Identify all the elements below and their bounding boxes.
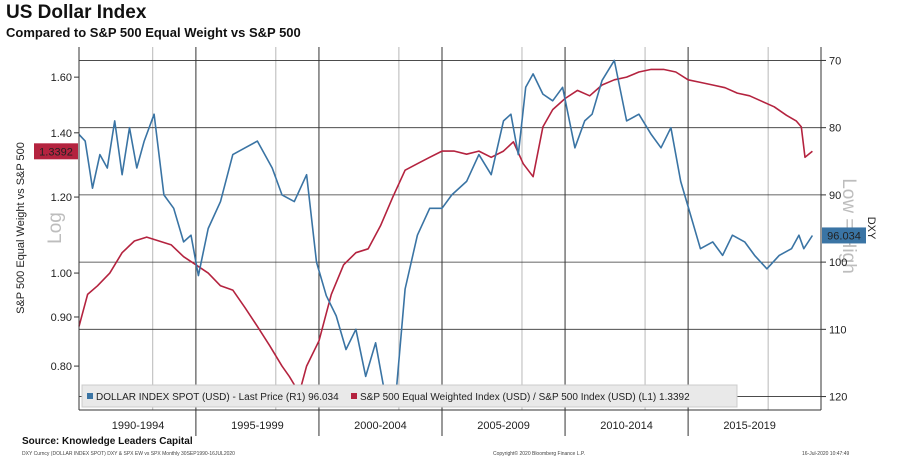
left-tick-label-1.00: 1.00 (51, 268, 72, 280)
legend-entry-ew: S&P 500 Equal Weighted Index (USD) / S&P… (360, 392, 690, 403)
category-label-2000-2004: 2000-2004 (354, 420, 407, 432)
right-tick-label-100: 100 (829, 257, 847, 269)
low-high-watermark: Low = High (838, 178, 859, 274)
right-tick-label-90: 90 (829, 190, 841, 202)
left-tick-label-1.60: 1.60 (51, 72, 72, 84)
left-last-value-badge (34, 143, 78, 160)
right-tick-label-70: 70 (829, 55, 841, 67)
chart-title: US Dollar Index (6, 2, 147, 23)
category-label-2005-2009: 2005-2009 (477, 420, 530, 432)
right-tick-label-80: 80 (829, 123, 841, 135)
category-label-1995-1999: 1995-1999 (231, 420, 284, 432)
legend: DOLLAR INDEX SPOT (USD) - Last Price (R1… (81, 384, 738, 408)
footer-timestamp: 16-Jul-2020 10:47:49 (802, 451, 850, 457)
legend-entry-dxy: DOLLAR INDEX SPOT (USD) - Last Price (R1… (96, 392, 339, 403)
watermarks: Log Low = High (45, 178, 859, 274)
right-last-value-badge (822, 227, 866, 244)
grid (79, 47, 821, 436)
left-tick-label-1.40: 1.40 (51, 128, 72, 140)
left-tick-label-0.80: 0.80 (51, 361, 72, 373)
axes: 70 80 90 100 110 120 0.80 0.90 1.00 1.20 1.40 1.60 (51, 47, 847, 411)
legend-box (81, 384, 738, 408)
right-tick-label-120: 120 (829, 392, 847, 404)
right-last-value-text: 96.034 (827, 230, 861, 242)
right-axis-label: DXY (865, 217, 877, 240)
series-lines (78, 59, 814, 405)
category-label-1990-1994: 1990-1994 (112, 420, 165, 432)
left-axis-label: S&P 500 Equal Weight vs S&P 500 (15, 142, 27, 314)
legend-swatch-dxy (87, 393, 93, 399)
axis-labels: S&P 500 Equal Weight vs S&P 500 DXY (15, 142, 877, 314)
category-label-2010-2014: 2010-2014 (600, 420, 653, 432)
chart-subtitle: Compared to S&P 500 Equal Weight vs S&P … (6, 25, 301, 40)
ew-ratio-line (78, 68, 813, 394)
left-tick-label-1.20: 1.20 (51, 192, 72, 204)
last-value-badges: 1.3392 96.034 (34, 143, 866, 244)
right-tick-label-110: 110 (829, 324, 847, 336)
legend-swatch-ew (351, 393, 357, 399)
category-label-2015-2019: 2015-2019 (723, 420, 776, 432)
plot-background (79, 47, 821, 410)
footer-meta-left: DXY Curncy (DOLLAR INDEX SPOT) DXY & SPX… (22, 451, 235, 457)
log-watermark: Log (45, 212, 66, 244)
source-note: Source: Knowledge Leaders Capital (22, 436, 193, 447)
footer-copyright: Copyright© 2020 Bloomberg Finance L.P. (493, 451, 585, 457)
left-tick-label-0.90: 0.90 (51, 312, 72, 324)
dollar-index-line (78, 59, 814, 405)
category-labels: 1990-1994 1995-1999 2000-2004 2005-2009 2010… (112, 420, 776, 432)
left-last-value-text: 1.3392 (39, 146, 73, 158)
